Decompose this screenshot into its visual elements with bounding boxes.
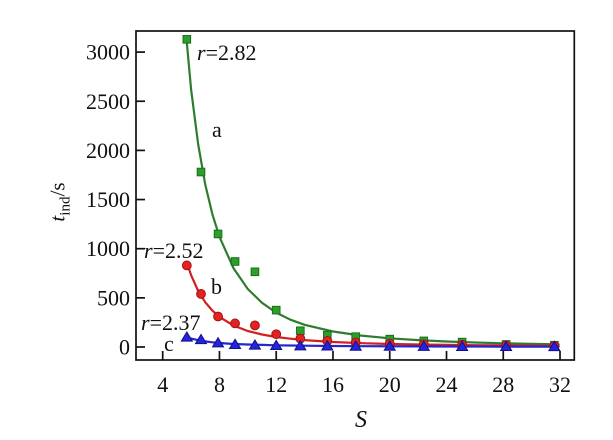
data-point-circle-b	[213, 311, 223, 322]
series-letter-c: c	[164, 331, 174, 356]
y-tick-label: 2500	[86, 89, 130, 114]
data-point-square-a	[196, 167, 206, 177]
y-axis-label-unit: /s	[45, 182, 70, 197]
data-point-triangle-c	[293, 339, 307, 351]
y-tick-label: 0	[119, 335, 130, 360]
x-tick-label: 28	[492, 372, 514, 397]
x-tick-label: 4	[157, 372, 168, 397]
y-tick-label: 1500	[86, 187, 130, 212]
plot-frame	[135, 30, 576, 361]
y-tick-label: 1000	[86, 236, 130, 261]
x-tick-label: 12	[265, 372, 287, 397]
y-tick-label: 500	[97, 285, 130, 310]
data-point-triangle-c	[417, 340, 431, 351]
data-point-circle-b	[230, 318, 240, 329]
annotation-variable: r	[197, 40, 206, 65]
data-point-square-a	[182, 35, 192, 44]
y-axis-label-symbol: t	[45, 215, 70, 222]
x-tick-label: 20	[379, 372, 401, 397]
annotation-variable: r	[141, 310, 150, 335]
data-point-circle-b	[181, 260, 192, 271]
data-point-triangle-c	[499, 340, 513, 352]
data-point-triangle-c	[349, 340, 363, 351]
data-point-square-a	[271, 305, 281, 315]
data-point-circle-b	[196, 289, 206, 299]
data-point-triangle-c	[228, 338, 242, 349]
annotation-value: =2.37	[149, 310, 201, 335]
y-tick-label: 3000	[86, 40, 130, 65]
fit-curve-b	[185, 261, 560, 347]
data-point-triangle-c	[455, 340, 469, 352]
annotation-r-series-c: r=2.37	[141, 312, 200, 334]
y-tick-label: 2000	[86, 138, 130, 163]
x-axis-label: S	[355, 407, 367, 433]
x-tick-label: 32	[549, 372, 571, 397]
x-tick-label: 24	[436, 372, 458, 397]
data-point-triangle-c	[547, 340, 561, 352]
data-point-circle-b	[271, 329, 282, 340]
data-point-circle-b	[250, 320, 260, 331]
x-tick-label: 8	[214, 372, 225, 397]
data-point-triangle-c	[269, 339, 283, 351]
x-tick-label: 16	[322, 372, 344, 397]
annotation-variable: r	[144, 238, 153, 263]
annotation-r-series-b: r=2.52	[144, 240, 203, 262]
series-letter-a: a	[212, 117, 222, 142]
data-point-triangle-c	[211, 336, 225, 348]
data-point-square-a	[250, 267, 260, 277]
data-point-triangle-c	[383, 340, 397, 351]
y-axis-label: tind/s	[45, 182, 74, 221]
fit-curve-a	[185, 41, 560, 346]
series-letter-b: b	[211, 274, 222, 299]
data-point-square-a	[296, 326, 305, 336]
data-point-square-a	[213, 229, 223, 239]
data-point-triangle-c	[320, 339, 334, 351]
annotation-value: =2.52	[152, 238, 204, 263]
data-point-square-a	[230, 257, 240, 266]
annotation-r-series-a: r=2.82	[197, 42, 256, 64]
data-point-triangle-c	[248, 338, 262, 350]
annotation-value: =2.82	[205, 40, 257, 65]
data-point-triangle-c	[180, 330, 194, 342]
data-point-triangle-c	[194, 333, 208, 345]
y-axis-label-subscript: ind	[57, 196, 74, 216]
